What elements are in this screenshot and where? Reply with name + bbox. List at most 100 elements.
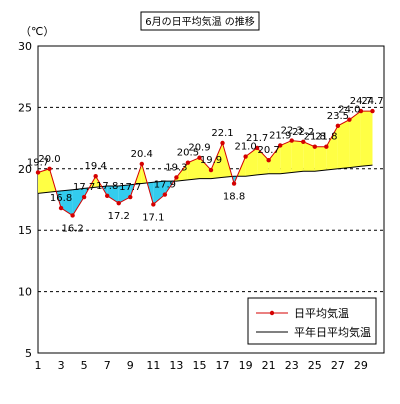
daily-temperature-point: [151, 202, 156, 207]
data-label: 21.8: [315, 132, 337, 143]
data-label: 18.8: [223, 192, 245, 203]
data-label: 19.7: [27, 157, 49, 168]
above-normal-fill: [199, 157, 211, 179]
daily-temperature-point: [197, 155, 202, 160]
daily-temperature-point: [139, 161, 144, 167]
legend-daily-marker: [269, 310, 275, 316]
above-normal-fill: [257, 147, 269, 175]
daily-temperature-point: [105, 193, 110, 199]
x-tick-label: 29: [354, 359, 368, 372]
data-label: 17.7: [73, 182, 95, 193]
daily-temperature-point: [162, 192, 168, 197]
x-tick-label: 17: [216, 359, 230, 372]
data-label: 23.5: [327, 111, 349, 122]
above-normal-fill: [326, 125, 338, 170]
y-tick-label: 10: [18, 286, 32, 299]
above-normal-fill: [360, 111, 373, 167]
daily-temperature-point: [289, 138, 294, 143]
below-normal-fill: [153, 181, 165, 205]
data-label: 20.4: [131, 149, 153, 160]
daily-temperature-point: [185, 160, 191, 165]
data-label: 21.8: [304, 132, 326, 143]
below-normal-fill: [72, 188, 85, 216]
daily-temperature-point: [47, 166, 52, 171]
above-normal-fill: [176, 162, 188, 182]
y-tick-label: 5: [25, 347, 32, 360]
x-tick-label: 15: [192, 359, 206, 372]
daily-temperature-point: [174, 175, 179, 180]
daily-temperature-point: [370, 108, 375, 114]
daily-temperature-point: [254, 145, 260, 151]
daily-temperature-point: [208, 167, 214, 173]
above-normal-fill: [337, 119, 350, 169]
daily-temperature-point: [70, 213, 75, 218]
plot-layer: 19.720.0 16.8 16.2 17.7 19.4 17.8 17.2 17.7 20.4…: [18, 40, 385, 372]
y-tick-label: 25: [18, 101, 32, 114]
x-tick-label: 19: [239, 359, 253, 372]
data-label: 19.4: [85, 161, 107, 172]
daily-temperature-point: [312, 144, 317, 149]
data-label: 19.9: [200, 155, 222, 166]
data-label: 17.2: [108, 211, 130, 222]
x-tick-label: 27: [331, 359, 345, 372]
data-label: 21.7: [246, 133, 268, 144]
y-tick-label: 30: [18, 40, 32, 53]
data-label: 19.3: [165, 162, 187, 173]
y-tick-label: 15: [18, 224, 32, 237]
data-label: 22.3: [281, 126, 303, 137]
data-label: 20.0: [38, 154, 60, 165]
data-label: 20.9: [188, 143, 210, 154]
below-normal-fill: [107, 186, 119, 204]
above-normal-fill: [268, 145, 281, 174]
above-normal-fill: [314, 146, 327, 172]
data-label: 17.9: [154, 180, 176, 191]
above-normal-fill: [245, 147, 258, 177]
data-label: 20.7: [258, 145, 280, 156]
x-tick-label: 9: [127, 359, 134, 372]
above-normal-fill: [280, 140, 292, 174]
daily-temperature-point: [93, 173, 98, 179]
x-tick-label: 23: [285, 359, 299, 372]
daily-temperature-point: [324, 144, 329, 149]
x-tick-label: 3: [58, 359, 65, 372]
above-normal-fill: [303, 141, 315, 172]
data-label: 24.7: [350, 96, 372, 107]
x-tick-label: 21: [262, 359, 276, 372]
daily-temperature-point: [35, 170, 41, 175]
x-tick-label: 7: [104, 359, 111, 372]
above-normal-fill: [187, 157, 200, 180]
above-normal-fill: [38, 168, 50, 194]
data-label: 17.7: [119, 182, 141, 193]
daily-temperature-point: [58, 205, 64, 211]
x-tick-label: 25: [308, 359, 322, 372]
normal-temperature-line: [37, 164, 373, 194]
data-label: 17.8: [96, 181, 118, 192]
x-tick-label: 1: [35, 359, 42, 372]
daily-temperature-point: [358, 108, 364, 114]
data-label: 16.8: [50, 193, 72, 204]
daily-temperature-point: [220, 140, 225, 146]
y-tick-label: 20: [18, 163, 32, 176]
daily-temperature-point: [128, 194, 133, 200]
daily-temperature-point: [231, 181, 237, 186]
daily-temperature-point: [335, 123, 341, 129]
data-label: 21.9: [269, 130, 291, 141]
data-label: 21.0: [234, 142, 256, 153]
daily-temperature-point: [347, 117, 352, 122]
data-label: 24.0: [338, 105, 360, 116]
data-label: 20.5: [177, 148, 199, 159]
above-normal-fill: [291, 140, 304, 173]
legend-daily-label: 日平均気温: [294, 306, 349, 320]
legend-box: [247, 297, 377, 345]
legend-normal-label: 平年日平均気温: [294, 325, 371, 339]
x-tick-label: 5: [81, 359, 88, 372]
daily-temperature-point: [81, 194, 87, 200]
x-tick-label: 11: [146, 359, 160, 372]
data-label: 17.1: [142, 212, 164, 223]
chart-title: 6月の日平均気温 の推移: [145, 15, 255, 28]
data-label: 16.2: [61, 223, 83, 234]
below-normal-fill: [118, 184, 131, 204]
daily-temperature-point: [301, 139, 306, 144]
y-axis-unit: （℃）: [20, 25, 54, 38]
